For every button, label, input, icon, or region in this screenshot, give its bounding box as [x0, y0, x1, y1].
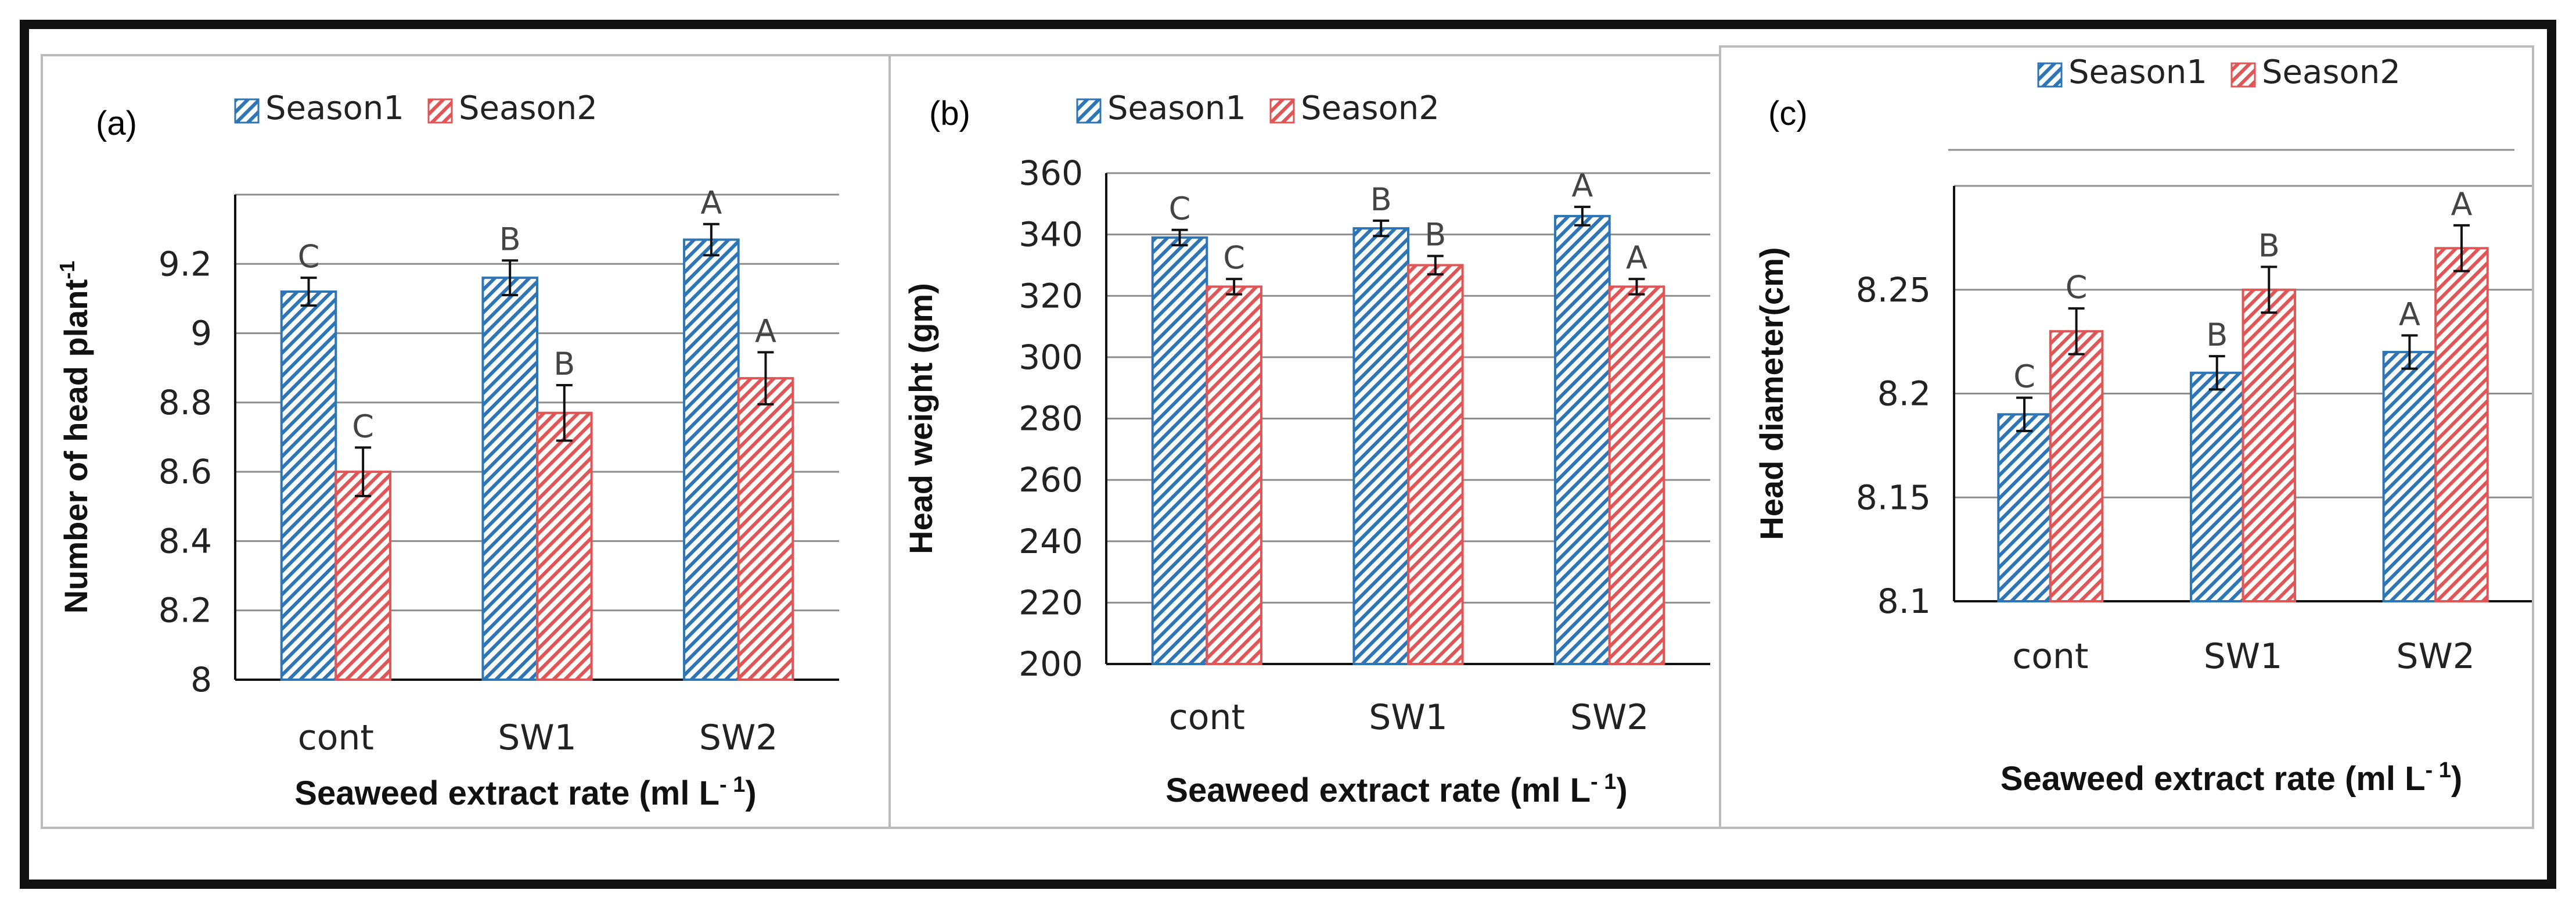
bar-season2-sw2: [737, 377, 794, 681]
legend-label-2: Season2: [1301, 89, 1440, 127]
x-category-label: cont: [2012, 636, 2088, 677]
y-tick-label: 340: [1019, 215, 1083, 254]
bar-season1-sw1: [1352, 227, 1409, 665]
legend-swatch-2: [2230, 62, 2256, 88]
significance-letter: A: [1626, 239, 1647, 276]
legend-label-1: Season1: [1107, 89, 1246, 127]
y-tick-label: 300: [1019, 338, 1083, 377]
outer-frame: [20, 20, 2556, 889]
bar-season1-sw1: [481, 277, 539, 681]
x-category-label: SW1: [2204, 636, 2283, 677]
x-category-label: cont: [298, 717, 374, 758]
bar-season1-sw2: [683, 238, 740, 681]
x-category-label: cont: [1169, 697, 1245, 738]
legend-swatch-1: [234, 98, 260, 124]
bar-season2-cont: [2049, 330, 2104, 602]
significance-letter: C: [2013, 358, 2035, 395]
significance-letter: A: [2451, 186, 2472, 222]
significance-letter: A: [2399, 296, 2420, 332]
y-tick-label: 8.2: [159, 591, 212, 630]
y-tick-label: 200: [1019, 644, 1083, 684]
y-axis-label: Number of head plant-1: [55, 261, 94, 614]
significance-letter: C: [1169, 191, 1191, 227]
significance-letter: C: [298, 238, 320, 275]
y-tick-label: 8.4: [159, 521, 212, 561]
significance-letter: B: [1424, 217, 1446, 253]
y-tick-label: 9: [190, 314, 212, 353]
y-tick-label: 8.8: [159, 383, 212, 422]
bar-season1-sw1: [2189, 371, 2244, 602]
significance-letter: B: [2206, 317, 2228, 353]
panel-b: (b) Season1 Season2 200 220 240 260 280 300 320 34…: [902, 89, 1710, 809]
x-axis-label: Seaweed extract rate (ml L- 1): [2001, 758, 2462, 798]
y-tick-label: 360: [1019, 153, 1083, 193]
y-tick-label: 260: [1019, 460, 1083, 500]
significance-letter: A: [700, 185, 722, 221]
y-axis-label: Head weight (gm): [902, 283, 939, 554]
x-category-label: SW2: [1570, 697, 1649, 738]
significance-letter: A: [1571, 167, 1593, 204]
significance-letter: B: [553, 346, 575, 382]
y-tick-label: 8: [190, 660, 212, 699]
bar-season2-sw1: [536, 411, 593, 681]
panel-letter: (c): [1768, 95, 1808, 132]
panel-letter: (a): [96, 105, 137, 142]
x-category-label: SW2: [699, 717, 778, 758]
y-tick-label: 220: [1019, 583, 1083, 622]
significance-letter: C: [1223, 239, 1245, 276]
panel-c-box: [1719, 45, 2534, 829]
y-tick-label: 8.1: [1877, 582, 1931, 621]
y-tick-label: 8.6: [159, 452, 212, 491]
x-category-label: SW2: [2396, 636, 2475, 677]
legend-swatch-1: [2037, 62, 2063, 88]
bar-season2-sw1: [2242, 288, 2297, 602]
x-category-label: SW1: [498, 717, 577, 758]
bar-season2-cont: [334, 471, 391, 681]
significance-letter: C: [2066, 269, 2088, 306]
significance-letter: A: [755, 313, 776, 349]
y-tick-label: 320: [1019, 276, 1083, 315]
y-tick-label: 8.2: [1877, 374, 1931, 414]
x-axis-label: Seaweed extract rate (ml L- 1): [294, 773, 756, 812]
bar-season2-cont: [1206, 285, 1262, 665]
significance-letter: B: [499, 221, 521, 257]
legend-label-2: Season2: [459, 89, 598, 127]
legend-swatch-2: [1269, 98, 1295, 124]
y-tick-label: 8.25: [1856, 270, 1931, 310]
bar-season2-sw2: [2434, 247, 2489, 602]
bar-season1-cont: [280, 290, 337, 681]
bar-season1-cont: [1997, 413, 2052, 602]
bar-season2-sw1: [1407, 264, 1464, 665]
bar-season1-sw2: [1554, 214, 1611, 665]
x-category-label: SW1: [1369, 697, 1448, 738]
bar-season1-cont: [1151, 236, 1208, 665]
panel-a: (a) Season1 Season2 8 8.2 8.4 8.6 8.8 9 9.2 C Ccont…: [55, 89, 839, 812]
legend-label-2: Season2: [2262, 53, 2401, 91]
significance-letter: B: [1370, 181, 1392, 218]
y-tick-label: 280: [1019, 399, 1083, 439]
legend-label-1: Season1: [265, 89, 404, 127]
legend-label-1: Season1: [2068, 53, 2207, 91]
y-tick-label: 240: [1019, 522, 1083, 561]
y-tick-label: 8.15: [1856, 478, 1931, 517]
bar-season2-sw2: [1608, 285, 1665, 665]
legend-swatch-1: [1076, 98, 1102, 124]
significance-letter: C: [352, 408, 374, 444]
legend-swatch-2: [427, 98, 453, 124]
y-tick-label: 9.2: [159, 244, 212, 283]
bar-season1-sw2: [2382, 351, 2437, 602]
panel-letter: (b): [929, 95, 970, 132]
x-axis-label: Seaweed extract rate (ml L- 1): [1165, 770, 1627, 809]
significance-letter: B: [2258, 227, 2280, 264]
y-axis-label: Head diameter(cm): [1753, 247, 1790, 540]
